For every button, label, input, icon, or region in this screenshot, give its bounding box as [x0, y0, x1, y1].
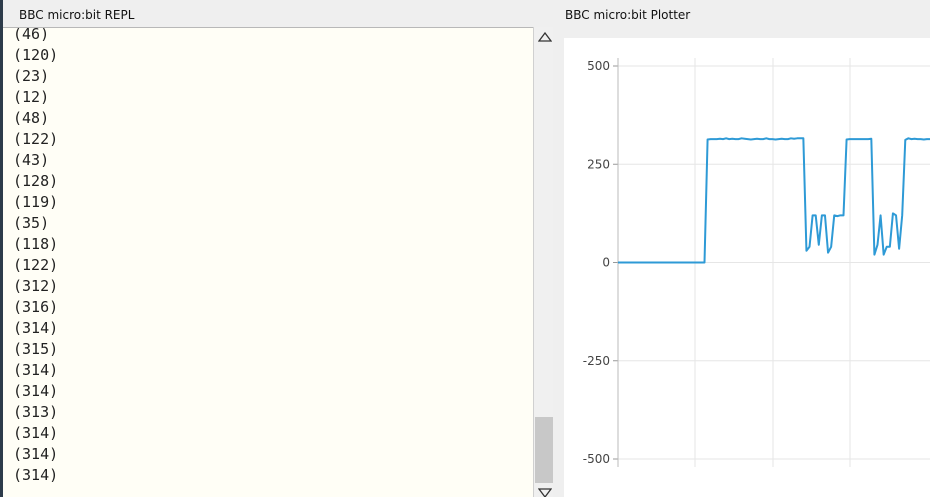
repl-line: (12)	[13, 88, 50, 106]
scrollbar-thumb[interactable]	[535, 417, 555, 483]
y-tick-label: 500	[587, 59, 610, 73]
y-tick-label: 0	[602, 256, 610, 270]
repl-title: BBC micro:bit REPL	[19, 8, 135, 22]
repl-line: (46)	[13, 27, 50, 43]
repl-line: (128)	[13, 172, 59, 190]
plotter-title: BBC micro:bit Plotter	[565, 8, 691, 22]
repl-line: (316)	[13, 298, 59, 316]
repl-output[interactable]: (46) (120) (23) (12) (48) (122) (43) (128) (119)…	[3, 27, 533, 497]
repl-line: (314)	[13, 382, 59, 400]
repl-scrollbar[interactable]	[533, 27, 555, 497]
repl-line: (122)	[13, 130, 59, 148]
repl-line: (122)	[13, 256, 59, 274]
line-chart: 500 250 0 -250 -500	[583, 58, 930, 467]
repl-line: (312)	[13, 277, 59, 295]
repl-line: (120)	[13, 46, 59, 64]
repl-line: (35)	[13, 214, 50, 232]
repl-pane: BBC micro:bit REPL (46) (120) (23) (12) (48)…	[0, 0, 555, 497]
plot-area: 500 250 0 -250 -500	[564, 38, 930, 497]
series-line	[618, 137, 930, 264]
repl-line: (118)	[13, 235, 59, 253]
repl-line: (314)	[13, 361, 59, 379]
repl-line: (48)	[13, 109, 50, 127]
repl-line: (314)	[13, 445, 59, 463]
repl-line: (43)	[13, 151, 50, 169]
y-tick-label: -250	[583, 354, 610, 368]
repl-line: (313)	[13, 403, 59, 421]
repl-line: (314)	[13, 319, 59, 337]
repl-line: (119)	[13, 193, 59, 211]
repl-lines: (46) (120) (23) (12) (48) (122) (43) (128) (119)…	[13, 27, 59, 486]
repl-line: (314)	[13, 424, 59, 442]
plotter-pane: BBC micro:bit Plotter 500 250 0 -250 -500	[553, 0, 930, 497]
y-tick-label: 250	[587, 157, 610, 171]
repl-line: (315)	[13, 340, 59, 358]
triangle-down-icon[interactable]	[536, 485, 554, 497]
repl-line: (314)	[13, 466, 59, 484]
y-tick-label: -500	[583, 452, 610, 466]
triangle-up-icon[interactable]	[536, 29, 554, 47]
repl-line: (23)	[13, 67, 50, 85]
